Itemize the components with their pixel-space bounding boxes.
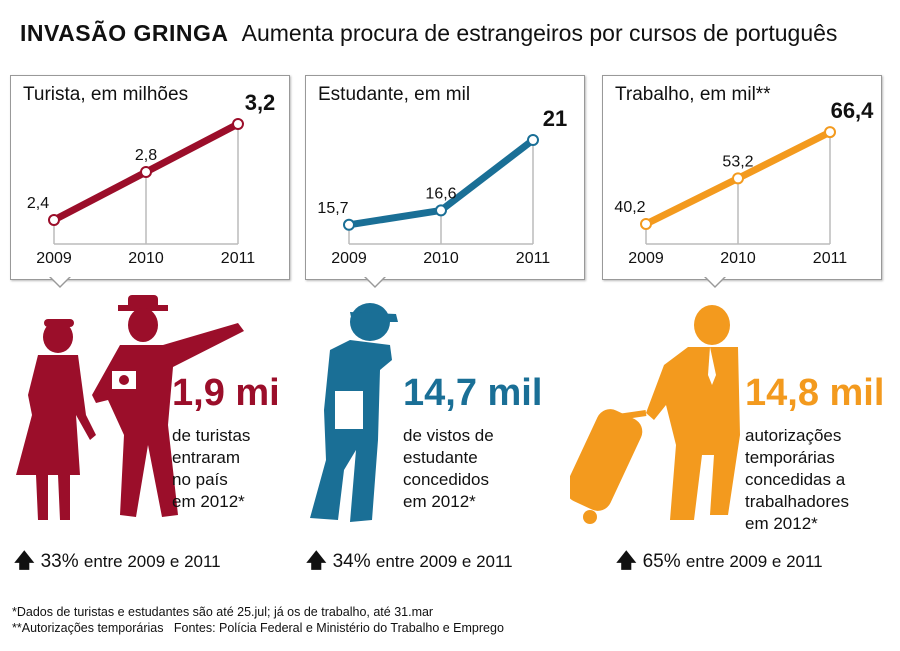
chart-title: Estudante, em mil [318,84,471,105]
data-point [435,204,447,217]
student-silhouette-icon [310,303,398,522]
growth-percent: 33% [40,551,79,572]
page-subtitle: Aumenta procura de estrangeiros por curs… [241,20,838,46]
desc-line: em 2012* [745,514,818,533]
chart-title: Trabalho, em mil** [615,84,771,105]
desc-line: em 2012* [172,492,245,511]
data-label: 2,8 [135,147,157,164]
desc-line: temporárias [745,448,835,467]
tourists-silhouette-icon [16,295,244,520]
data-label: 53,2 [722,153,753,170]
callout-pointer [49,276,71,288]
desc-line: de turistas [172,426,251,445]
trabalho-big-number: 14,8 mil [745,372,885,414]
worker-silhouette-icon [570,305,740,524]
desc-line: trabalhadores [745,492,849,511]
x-tick-label: 2009 [331,250,367,267]
data-label: 66,4 [831,98,875,123]
data-point [140,166,152,178]
data-point [640,218,652,230]
x-tick-label: 2010 [720,250,756,267]
data-point [48,214,60,226]
data-label: 21 [543,106,567,131]
desc-line: concedidos [403,470,490,489]
arrow-up-icon: 🡅 [14,550,35,572]
data-point [343,218,355,231]
chart-trabalho: 40,2 2009 53,2 2010 66,4 2011 Trabalho, em mi… [602,75,882,280]
data-point [232,118,244,130]
trabalho-growth: 🡅 65% entre 2009 e 2011 [616,546,823,580]
data-point [824,126,836,139]
data-point [732,172,744,185]
chart-turista: 2,4 2009 2,8 2010 3,2 2011 Turista, em milhõe… [10,75,290,280]
desc-line: de vistos de [403,426,494,445]
desc-line: autorizações [745,426,842,445]
turista-description: de turistas entraram no país em 2012* [172,425,250,513]
footnote-sources: **Autorizações temporárias Fontes: Políc… [12,621,504,635]
chart-turista-svg: 2,4 2009 2,8 2010 3,2 2011 [27,90,276,267]
arrow-up-icon: 🡅 [306,550,327,572]
x-tick-label: 2010 [128,250,164,267]
chart-trabalho-svg: 40,2 2009 53,2 2010 66,4 2011 [614,98,875,267]
x-tick-label: 2010 [423,250,459,267]
callout-pointer [364,276,386,288]
footnote: *Dados de turistas e estudantes são até … [12,605,434,619]
chart-estudante: 15,7 2009 16,6 2010 21 2011 Estudante, em mil [305,75,585,280]
chart-title: Turista, em milhões [23,84,189,105]
estudante-description: de vistos de estudante concedidos em 201… [403,425,494,513]
x-tick-label: 2011 [813,250,848,267]
arrow-up-icon: 🡅 [616,550,637,572]
x-tick-label: 2011 [516,250,551,267]
data-label: 16,6 [425,185,456,202]
data-label: 2,4 [27,195,49,212]
callout-pointer [704,276,726,288]
trabalho-description: autorizações temporárias concedidas a tr… [745,425,849,535]
data-label: 40,2 [614,199,645,216]
estudante-growth: 🡅 34% entre 2009 e 2011 [306,546,513,580]
growth-percent: 65% [642,551,681,572]
growth-percent: 34% [332,551,371,572]
chart-estudante-svg: 15,7 2009 16,6 2010 21 2011 [317,106,567,267]
header: INVASÃO GRINGA Aumenta procura de estran… [20,20,837,47]
desc-line: entraram [172,448,241,467]
data-point [527,134,539,146]
data-label: 15,7 [317,200,348,217]
desc-line: concedidas a [745,470,846,489]
growth-text: entre 2009 e 2011 [685,552,823,571]
page-title: INVASÃO GRINGA [20,20,229,46]
turista-growth: 🡅 33% entre 2009 e 2011 [14,546,221,580]
estudante-big-number: 14,7 mil [403,372,543,414]
data-label: 3,2 [245,90,276,115]
turista-big-number: 1,9 mi [172,372,280,414]
x-tick-label: 2011 [221,250,256,267]
growth-text: entre 2009 e 2011 [375,552,513,571]
desc-line: estudante [403,448,478,467]
growth-text: entre 2009 e 2011 [83,552,221,571]
x-tick-label: 2009 [628,250,664,267]
x-tick-label: 2009 [36,250,72,267]
desc-line: no país [172,470,228,489]
desc-line: em 2012* [403,492,476,511]
